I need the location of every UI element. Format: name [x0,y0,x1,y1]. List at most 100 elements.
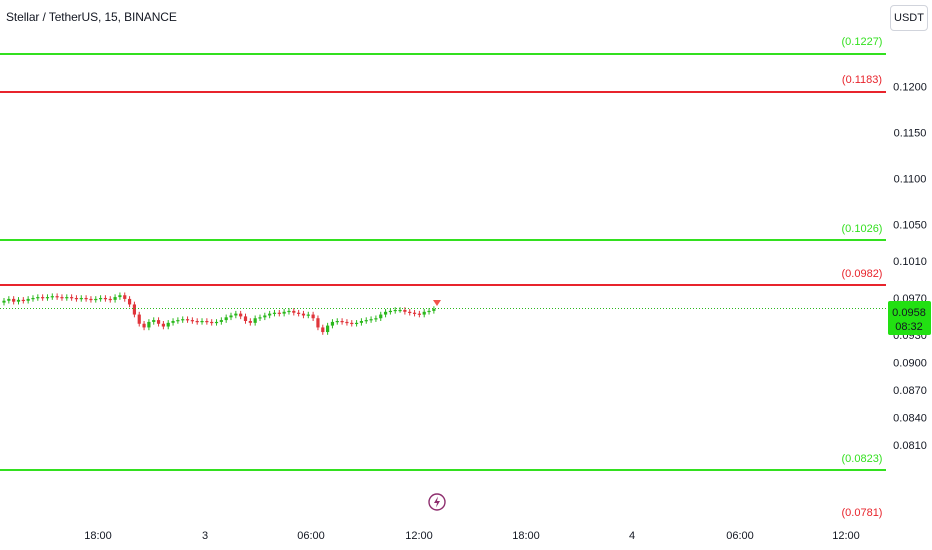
x-tick-label: 18:00 [512,530,540,542]
y-tick-label: 0.0900 [893,357,927,369]
candle-body [272,312,277,314]
candle-body [16,299,21,302]
candle-body [263,315,267,318]
candlesticks [2,292,436,335]
candle-body [248,321,252,323]
candle-body [7,298,11,301]
candle-body [239,313,243,317]
horizontal-levels: (0.1227) (0.1183) (0.1026) (0.0982) (0.0823)… [0,36,886,519]
x-tick-label: 12:00 [405,530,433,542]
candle-body [195,321,199,323]
candle-body [50,296,54,298]
candle-body [350,322,354,325]
symbol-title: Stellar / TetherUS, 15, BINANCE [6,10,177,24]
candle-body [45,297,50,299]
candle-body [224,317,228,321]
candle-body [408,311,412,313]
candle-body [306,314,310,316]
candle-body [166,322,170,327]
y-tick-label: 0.0870 [893,385,927,397]
candle-body [330,321,335,326]
candle-body [21,299,25,302]
y-tick-label: 0.1200 [893,81,927,93]
candle-body [84,298,88,300]
candle-body [79,298,83,300]
price-axis: 0.12000.11500.11000.10500.10100.09700.09… [893,81,927,452]
candle-body [176,320,180,322]
lightning-circle-icon[interactable] [428,493,446,511]
candle-body [432,309,436,311]
candle-body [277,312,281,314]
candle-body [70,297,74,299]
level-label: (0.1026) [842,223,883,235]
x-tick-label: 06:00 [297,530,325,542]
y-tick-label: 0.0840 [893,413,927,425]
candle-body [364,320,368,322]
candle-body [417,313,421,315]
candle-body [12,298,16,302]
current-price-badge [888,301,931,335]
candle-body [393,309,397,312]
candle-body [268,313,272,316]
time-axis: 18:00 3 06:00 12:00 18:00 4 06:00 12:00 [84,530,860,542]
candle-body [287,310,291,313]
candle-body [301,313,306,316]
candle-body [229,315,233,318]
candle-body [118,295,122,298]
candle-body [113,297,117,300]
candle-body [26,298,30,301]
chart-overlays: 0.0958 08:32 [0,300,931,335]
candle-body [321,327,325,333]
candle-body [388,310,392,313]
candle-body [403,309,407,312]
candle-body [41,297,45,299]
candle-countdown: 08:32 [895,321,923,333]
candle-body [311,314,315,319]
candle-body [200,321,204,323]
candle-body [398,309,402,312]
candle-body [127,298,132,305]
sell-marker-icon [433,300,441,306]
level-label: (0.0982) [842,268,883,280]
candle-body [374,318,378,320]
level-label: (0.0823) [842,453,883,465]
candle-body [379,314,383,319]
currency-button[interactable]: USDT [890,5,928,31]
candle-body [282,311,286,314]
x-tick-label: 3 [202,530,208,542]
candle-body [2,300,6,303]
candle-body [31,298,35,300]
y-tick-label: 0.0810 [893,440,927,452]
candle-body [65,297,69,299]
candle-body [316,318,320,328]
candle-body [89,298,93,301]
y-tick-label: 0.1150 [894,127,927,139]
candle-body [123,295,127,299]
candle-body [55,296,59,298]
candle-body [335,321,339,323]
candle-body [171,321,175,323]
x-tick-label: 12:00 [832,530,860,542]
candle-body [205,321,209,323]
candle-body [74,298,79,300]
candle-body [36,297,40,299]
candle-body [219,320,223,322]
candle-body [422,311,426,315]
candle-body [156,320,161,324]
candle-body [94,298,98,301]
y-tick-label: 0.1100 [894,173,927,185]
candle-body [369,319,373,321]
candle-body [190,320,194,322]
x-tick-label: 06:00 [726,530,754,542]
candle-body [185,319,190,321]
candle-body [234,313,238,316]
candle-body [108,298,112,301]
candle-body [359,321,364,323]
y-tick-label: 0.1050 [893,219,927,231]
candle-body [253,318,257,323]
candle-body [292,310,296,313]
y-tick-label: 0.1010 [893,256,927,268]
candle-body [181,319,185,321]
candle-body [152,320,156,322]
